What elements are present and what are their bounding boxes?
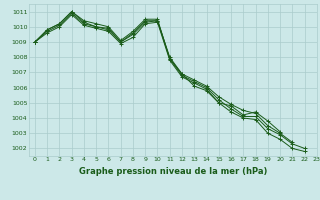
X-axis label: Graphe pression niveau de la mer (hPa): Graphe pression niveau de la mer (hPa)	[79, 167, 267, 176]
